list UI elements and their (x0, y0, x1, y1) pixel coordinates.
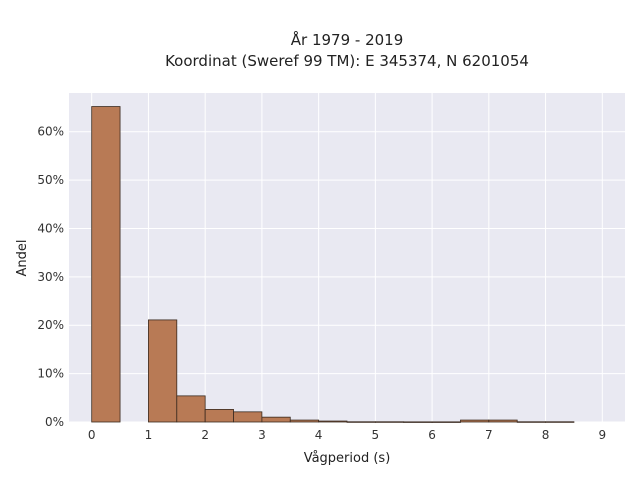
chart-title-line-1: År 1979 - 2019 (291, 30, 404, 49)
histogram-bar (488, 419, 518, 423)
x-tick-label: 6 (428, 428, 436, 442)
x-tick-label: 4 (315, 428, 323, 442)
histogram-bar (346, 421, 376, 423)
histogram-bar (233, 411, 263, 423)
y-axis-ticks: 0% 10% 20% 30% 40% 50% 60% (37, 125, 64, 429)
y-axis-label: Andel (15, 240, 30, 277)
histogram-bar (176, 395, 206, 423)
y-tick-label: 60% (37, 125, 64, 139)
histogram-bar (148, 319, 178, 423)
x-axis-ticks: 0 1 2 3 4 5 6 7 8 9 (88, 428, 606, 442)
histogram-bar (460, 419, 490, 423)
chart-title-line-2: Koordinat (Sweref 99 TM): E 345374, N 62… (165, 52, 529, 70)
x-tick-label: 3 (258, 428, 266, 442)
x-tick-label: 8 (542, 428, 550, 442)
x-tick-label: 5 (372, 428, 380, 442)
histogram-bar (431, 421, 461, 423)
histogram-bar (516, 421, 546, 423)
histogram-bar (289, 419, 320, 423)
histogram-bar (318, 420, 348, 423)
bars (91, 106, 575, 423)
histogram-bar (403, 421, 433, 423)
x-tick-label: 7 (485, 428, 493, 442)
x-tick-label: 9 (598, 428, 606, 442)
histogram-bar (91, 106, 121, 423)
histogram-bar (545, 421, 575, 423)
histogram-bar (374, 421, 405, 423)
histogram-bar (204, 409, 234, 423)
y-tick-label: 10% (37, 367, 64, 381)
y-tick-label: 40% (37, 221, 64, 235)
x-tick-label: 2 (201, 428, 209, 442)
histogram-bar (261, 416, 291, 423)
y-tick-label: 30% (37, 270, 64, 284)
x-tick-label: 1 (145, 428, 153, 442)
x-axis-label: Vågperiod (s) (304, 451, 391, 466)
x-tick-label: 0 (88, 428, 96, 442)
y-tick-label: 20% (37, 318, 64, 332)
y-tick-label: 50% (37, 173, 64, 187)
y-tick-label: 0% (45, 415, 64, 429)
